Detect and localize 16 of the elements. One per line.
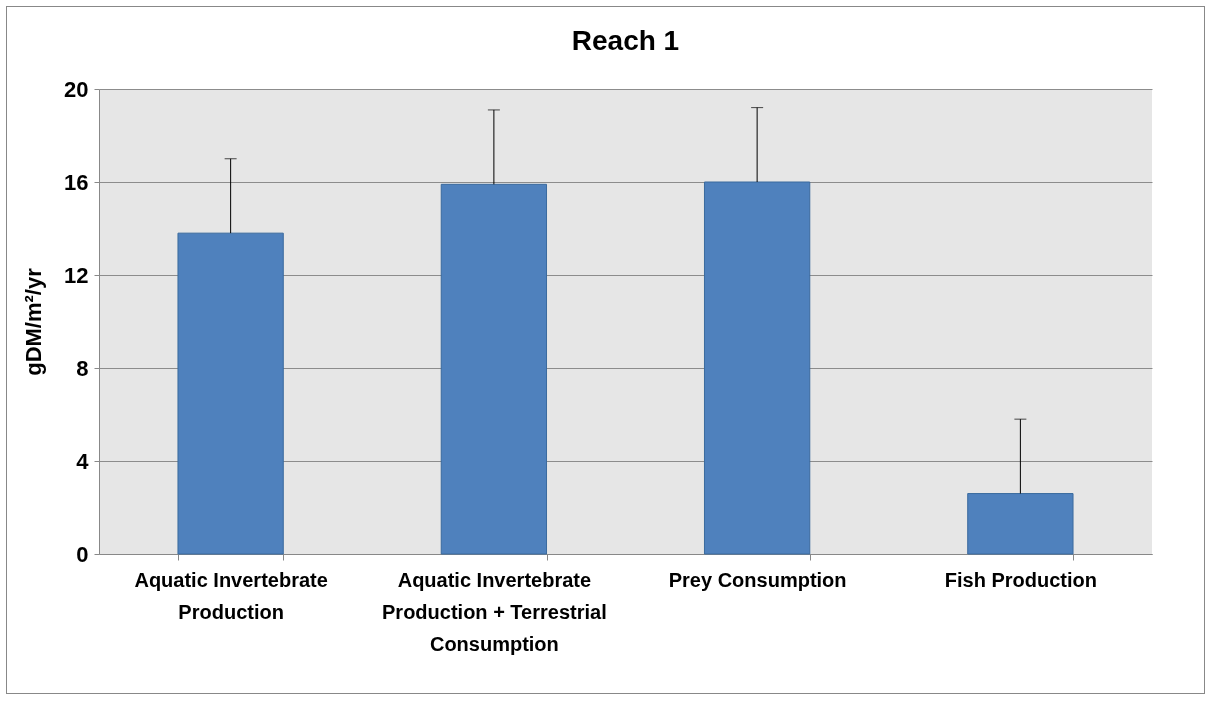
x-tick-label: Prey Consumption — [668, 568, 847, 591]
y-tick-label: 16 — [64, 169, 89, 195]
y-tick-label: 20 — [64, 76, 89, 102]
bar — [703, 181, 811, 555]
x-tick-label: Fish Production — [944, 568, 1097, 591]
bar — [967, 493, 1074, 555]
y-axis-title: gDM/m²/yr — [21, 267, 47, 376]
y-tick-label: 4 — [76, 448, 90, 474]
bar — [177, 232, 284, 555]
bar — [440, 183, 548, 555]
y-tick-label: 12 — [64, 262, 89, 288]
y-tick-label: 8 — [76, 355, 89, 381]
x-tick-label: Aquatic Invertebrate Production — [134, 568, 328, 623]
x-tick-label: Aquatic Invertebrate Production + Terrestrial Consumption — [382, 568, 607, 655]
chart-title: Reach 1 — [571, 25, 680, 56]
y-tick-label: 0 — [76, 541, 89, 567]
